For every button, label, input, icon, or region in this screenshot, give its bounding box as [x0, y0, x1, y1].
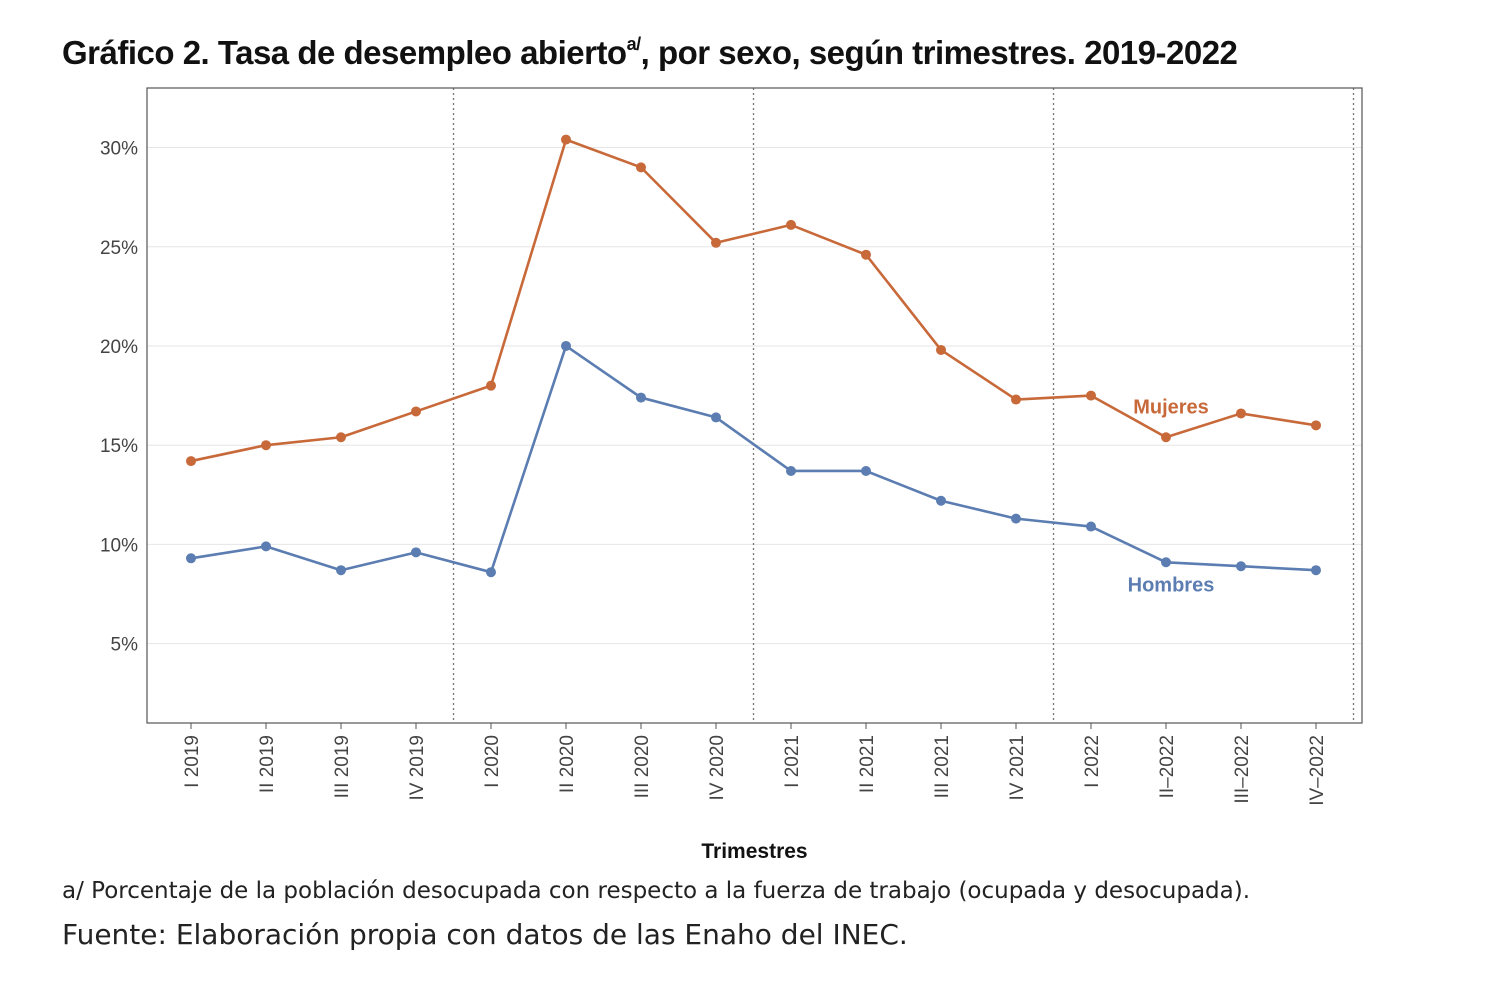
source-note: Fuente: Elaboración propia con datos de …: [62, 918, 908, 951]
data-point-hombres: [186, 553, 196, 564]
x-tick-label: I 2020: [482, 735, 503, 788]
series-line-mujeres: [190, 138, 1317, 463]
y-tick-label: 20%: [100, 337, 138, 358]
data-point-mujeres: [711, 237, 721, 248]
data-point-hombres: [636, 392, 646, 403]
data-point-hombres: [1086, 521, 1096, 532]
data-point-mujeres: [1086, 390, 1096, 401]
data-point-mujeres: [261, 440, 271, 451]
x-tick-label: II 2021: [857, 735, 878, 793]
data-point-hombres: [336, 565, 346, 576]
data-point-hombres: [1236, 561, 1246, 572]
chart-title-tail: , por sexo, según trimestres. 2019-2022: [640, 34, 1238, 71]
data-point-mujeres: [1161, 432, 1171, 443]
line-chart: 5% 10% 15% 20% 25% 30% I 2019 II 2019 III 2019 IV…: [100, 87, 1363, 863]
data-point-hombres: [486, 567, 496, 578]
data-point-hombres: [861, 465, 871, 476]
y-tick-label: 30%: [100, 139, 138, 160]
data-point-hombres: [411, 547, 421, 558]
y-tick-label: 5%: [111, 635, 139, 656]
x-tick-label: IV 2020: [707, 735, 728, 801]
data-point-mujeres: [786, 219, 796, 230]
data-point-mujeres: [861, 249, 871, 260]
y-tick-label: 15%: [100, 436, 138, 457]
chart-title: Gráfico 2. Tasa de desempleo abiertoa/, …: [62, 34, 1238, 72]
x-tick-label: III 2021: [932, 735, 953, 798]
x-tick-label: III–2022: [1232, 735, 1253, 804]
x-tick-label: I 2019: [182, 735, 203, 788]
data-point-mujeres: [1311, 420, 1321, 431]
data-point-hombres: [1161, 557, 1171, 568]
data-point-mujeres: [561, 134, 571, 145]
x-tick-label: IV–2022: [1307, 735, 1328, 806]
x-axis-title: Trimestres: [701, 840, 807, 863]
x-tick-label: III 2019: [332, 735, 353, 798]
data-point-mujeres: [1236, 408, 1246, 419]
y-tick-label: 10%: [100, 535, 138, 556]
x-tick-label: II 2020: [557, 735, 578, 793]
data-point-hombres: [1311, 565, 1321, 576]
data-point-hombres: [1011, 513, 1021, 524]
series-line-hombres: [190, 344, 1317, 574]
data-point-mujeres: [1011, 394, 1021, 405]
footnote: a/ Porcentaje de la población desocupada…: [62, 878, 1251, 904]
x-tick-label: I 2021: [782, 735, 803, 788]
x-tick-label: IV 2019: [407, 735, 428, 801]
plot-frame: [146, 87, 1363, 724]
data-point-hombres: [711, 412, 721, 423]
x-tick-label: II 2019: [257, 735, 278, 793]
y-tick-label: 25%: [100, 238, 138, 259]
data-point-mujeres: [936, 344, 946, 355]
series-label-hombres: Hombres: [1128, 574, 1215, 596]
chart-title-text: Gráfico 2. Tasa de desempleo abierto: [62, 34, 627, 71]
x-tick-label: II–2022: [1157, 735, 1178, 798]
data-point-mujeres: [411, 406, 421, 417]
data-point-hombres: [936, 495, 946, 506]
data-point-mujeres: [486, 380, 496, 391]
data-point-mujeres: [336, 432, 346, 443]
data-point-hombres: [561, 340, 571, 351]
data-point-hombres: [786, 465, 796, 476]
data-point-mujeres: [186, 456, 196, 467]
chart-title-footnote-mark: a/: [626, 34, 642, 54]
x-tick-label: IV 2021: [1007, 735, 1028, 801]
series-label-mujeres: Mujeres: [1133, 396, 1209, 418]
x-tick-label: III 2020: [632, 735, 653, 798]
x-tick-label: I 2022: [1082, 735, 1103, 788]
data-point-hombres: [261, 541, 271, 552]
data-point-mujeres: [636, 162, 646, 173]
